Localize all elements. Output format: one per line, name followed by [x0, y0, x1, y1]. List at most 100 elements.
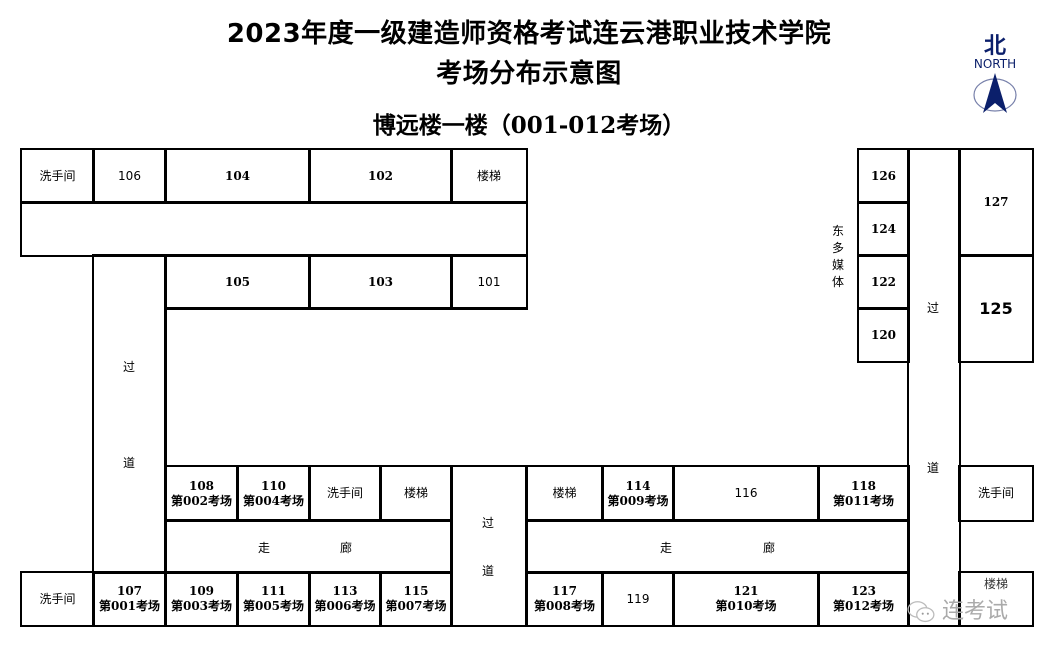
room-label: 洗手间 [977, 486, 1014, 500]
room-number: 123 [850, 584, 877, 598]
stairs-middle-left: 楼梯 [379, 465, 453, 522]
room-122: 122 [857, 254, 910, 310]
room-119: 119 [601, 571, 675, 627]
room-number: 121 [733, 584, 759, 598]
east-media-char: 东 [832, 224, 845, 238]
corridor-left-zou: 走 [258, 541, 271, 555]
room-label: 洗手间 [326, 486, 363, 500]
room-110: 110 第004考场 [236, 465, 311, 522]
center-passage-dao: 道 [482, 564, 495, 578]
exam-room-label: 第003考场 [170, 599, 233, 613]
north-compass: 北 NORTH [962, 36, 1028, 119]
exam-room-label: 第001考场 [98, 599, 161, 613]
exam-room-label: 第012考场 [832, 599, 895, 613]
room-number: 110 [260, 478, 287, 493]
north-en-label: NORTH [973, 57, 1017, 71]
room-127: 127 [958, 148, 1034, 257]
room-111: 111 第005考场 [236, 571, 311, 627]
washroom-bottom-left: 洗手间 [20, 571, 95, 627]
room-number: 117 [551, 584, 578, 598]
right-passage-guo: 过 [927, 301, 940, 315]
wechat-icon [907, 601, 935, 623]
center-passage [450, 465, 528, 627]
exam-room-label: 第007考场 [385, 599, 447, 613]
room-108: 108 第002考场 [164, 465, 239, 522]
room-label: 楼梯 [476, 168, 501, 183]
room-label: 洗手间 [39, 168, 76, 183]
east-media-char: 体 [832, 275, 845, 289]
room-label: 124 [870, 221, 897, 236]
room-106: 106 [92, 148, 167, 204]
room-label: 104 [224, 168, 251, 183]
room-107: 107 第001考场 [92, 571, 167, 627]
center-passage-guo: 过 [482, 516, 495, 530]
title-line-1: 2023年度一级建造师资格考试连云港职业技术学院 [226, 19, 832, 49]
inner-area-top-wall [164, 307, 528, 309]
room-125: 125 [958, 254, 1034, 363]
room-label: 122 [870, 274, 897, 289]
exam-room-label: 第010考场 [715, 599, 777, 613]
corridor-right-zou: 走 [660, 541, 673, 555]
room-123: 123 第012考场 [817, 571, 910, 627]
right-passage [907, 148, 961, 627]
exam-room-label: 第005考场 [242, 599, 305, 613]
room-109: 109 第003考场 [164, 571, 239, 627]
room-116: 116 [672, 465, 820, 522]
room-label: 105 [224, 274, 251, 289]
room-label: 楼梯 [983, 577, 1008, 591]
exam-room-label: 第011考场 [832, 493, 895, 508]
room-label: 楼梯 [552, 486, 577, 500]
corridor-left-lang: 廊 [340, 541, 353, 555]
washroom-top-left: 洗手间 [20, 148, 95, 204]
room-117: 117 第008考场 [525, 571, 604, 627]
room-number: 118 [850, 478, 877, 493]
room-104: 104 [164, 148, 311, 204]
room-126: 126 [857, 148, 910, 204]
room-120: 120 [857, 307, 910, 363]
inner-area-left-wall [164, 254, 166, 467]
room-number: 107 [116, 584, 143, 598]
room-label: 125 [979, 299, 1013, 318]
east-media-char: 媒 [832, 258, 845, 272]
room-number: 109 [188, 584, 215, 598]
room-label: 106 [118, 168, 141, 183]
room-label: 126 [870, 168, 897, 183]
room-label: 洗手间 [39, 591, 76, 606]
room-118: 118 第011考场 [817, 465, 910, 522]
stairs-top: 楼梯 [450, 148, 528, 204]
stairs-middle-right: 楼梯 [525, 465, 604, 522]
room-101: 101 [450, 254, 528, 310]
room-label: 120 [870, 327, 897, 342]
corridor-right-lang: 廊 [763, 541, 776, 555]
east-media-char: 多 [832, 241, 845, 255]
floor-subtitle: 博远楼一楼（001-012考场） [372, 112, 686, 139]
room-label: 103 [367, 274, 394, 289]
corridor-left [164, 519, 453, 574]
room-124: 124 [857, 201, 910, 257]
exam-room-label: 第008考场 [533, 599, 596, 613]
room-number: 115 [403, 584, 429, 598]
left-passage-dao: 道 [123, 456, 136, 470]
room-number: 114 [625, 478, 651, 493]
room-label: 101 [477, 274, 501, 289]
left-passage [92, 254, 167, 574]
room-115: 115 第007考场 [379, 571, 453, 627]
room-103: 103 [308, 254, 453, 310]
exam-room-label: 第006考场 [314, 599, 376, 613]
room-number: 108 [188, 478, 215, 493]
room-label: 127 [983, 195, 1009, 209]
north-arrow-icon [973, 73, 1017, 113]
room-number: 111 [260, 584, 287, 598]
room-label: 116 [734, 486, 758, 500]
exam-room-label: 第004考场 [242, 493, 305, 508]
room-105: 105 [164, 254, 311, 310]
watermark: 连考试 [906, 600, 1008, 624]
corridor-right [525, 519, 910, 574]
exam-room-label: 第009考场 [607, 493, 669, 508]
right-passage-dao: 道 [927, 461, 940, 475]
room-number: 113 [332, 584, 358, 598]
room-121: 121 第010考场 [672, 571, 820, 627]
washroom-right: 洗手间 [958, 465, 1034, 522]
room-113: 113 第006考场 [308, 571, 382, 627]
